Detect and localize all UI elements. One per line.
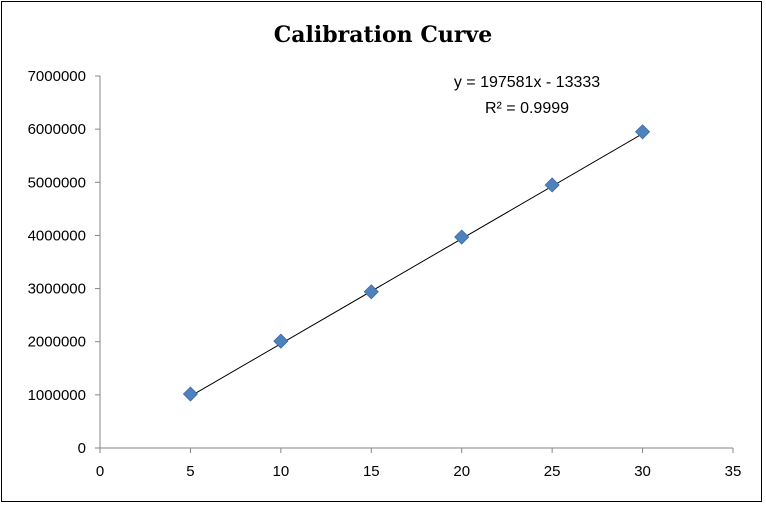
y-tick-label: 7000000 bbox=[28, 68, 86, 85]
x-tick-label: 35 bbox=[725, 463, 742, 480]
x-tick-label: 10 bbox=[273, 463, 290, 480]
x-tick-label: 20 bbox=[453, 463, 470, 480]
y-tick-label: 1000000 bbox=[28, 387, 86, 404]
data-point-diamond bbox=[363, 284, 379, 300]
x-tick-label: 25 bbox=[544, 463, 561, 480]
x-tick-label: 30 bbox=[634, 463, 651, 480]
r-squared-label: R² = 0.9999 bbox=[485, 100, 569, 117]
data-point-diamond bbox=[635, 124, 651, 140]
trendline bbox=[190, 133, 643, 397]
data-point-diamond bbox=[544, 177, 560, 193]
y-tick-label: 6000000 bbox=[28, 121, 86, 138]
data-point-diamond bbox=[182, 386, 198, 402]
y-tick-label: 3000000 bbox=[28, 281, 86, 298]
y-tick-label: 2000000 bbox=[28, 334, 86, 351]
data-point-diamond bbox=[454, 229, 470, 245]
y-tick-label: 5000000 bbox=[28, 174, 86, 191]
chart-title: Calibration Curve bbox=[274, 22, 492, 48]
x-tick-label: 15 bbox=[363, 463, 380, 480]
data-point-diamond bbox=[273, 333, 289, 349]
y-tick-label: 4000000 bbox=[28, 227, 86, 244]
y-tick-label: 0 bbox=[78, 440, 86, 457]
trendline-equation: y = 197581x - 13333 bbox=[454, 74, 600, 91]
x-tick-label: 5 bbox=[186, 463, 194, 480]
x-tick-label: 0 bbox=[96, 463, 104, 480]
